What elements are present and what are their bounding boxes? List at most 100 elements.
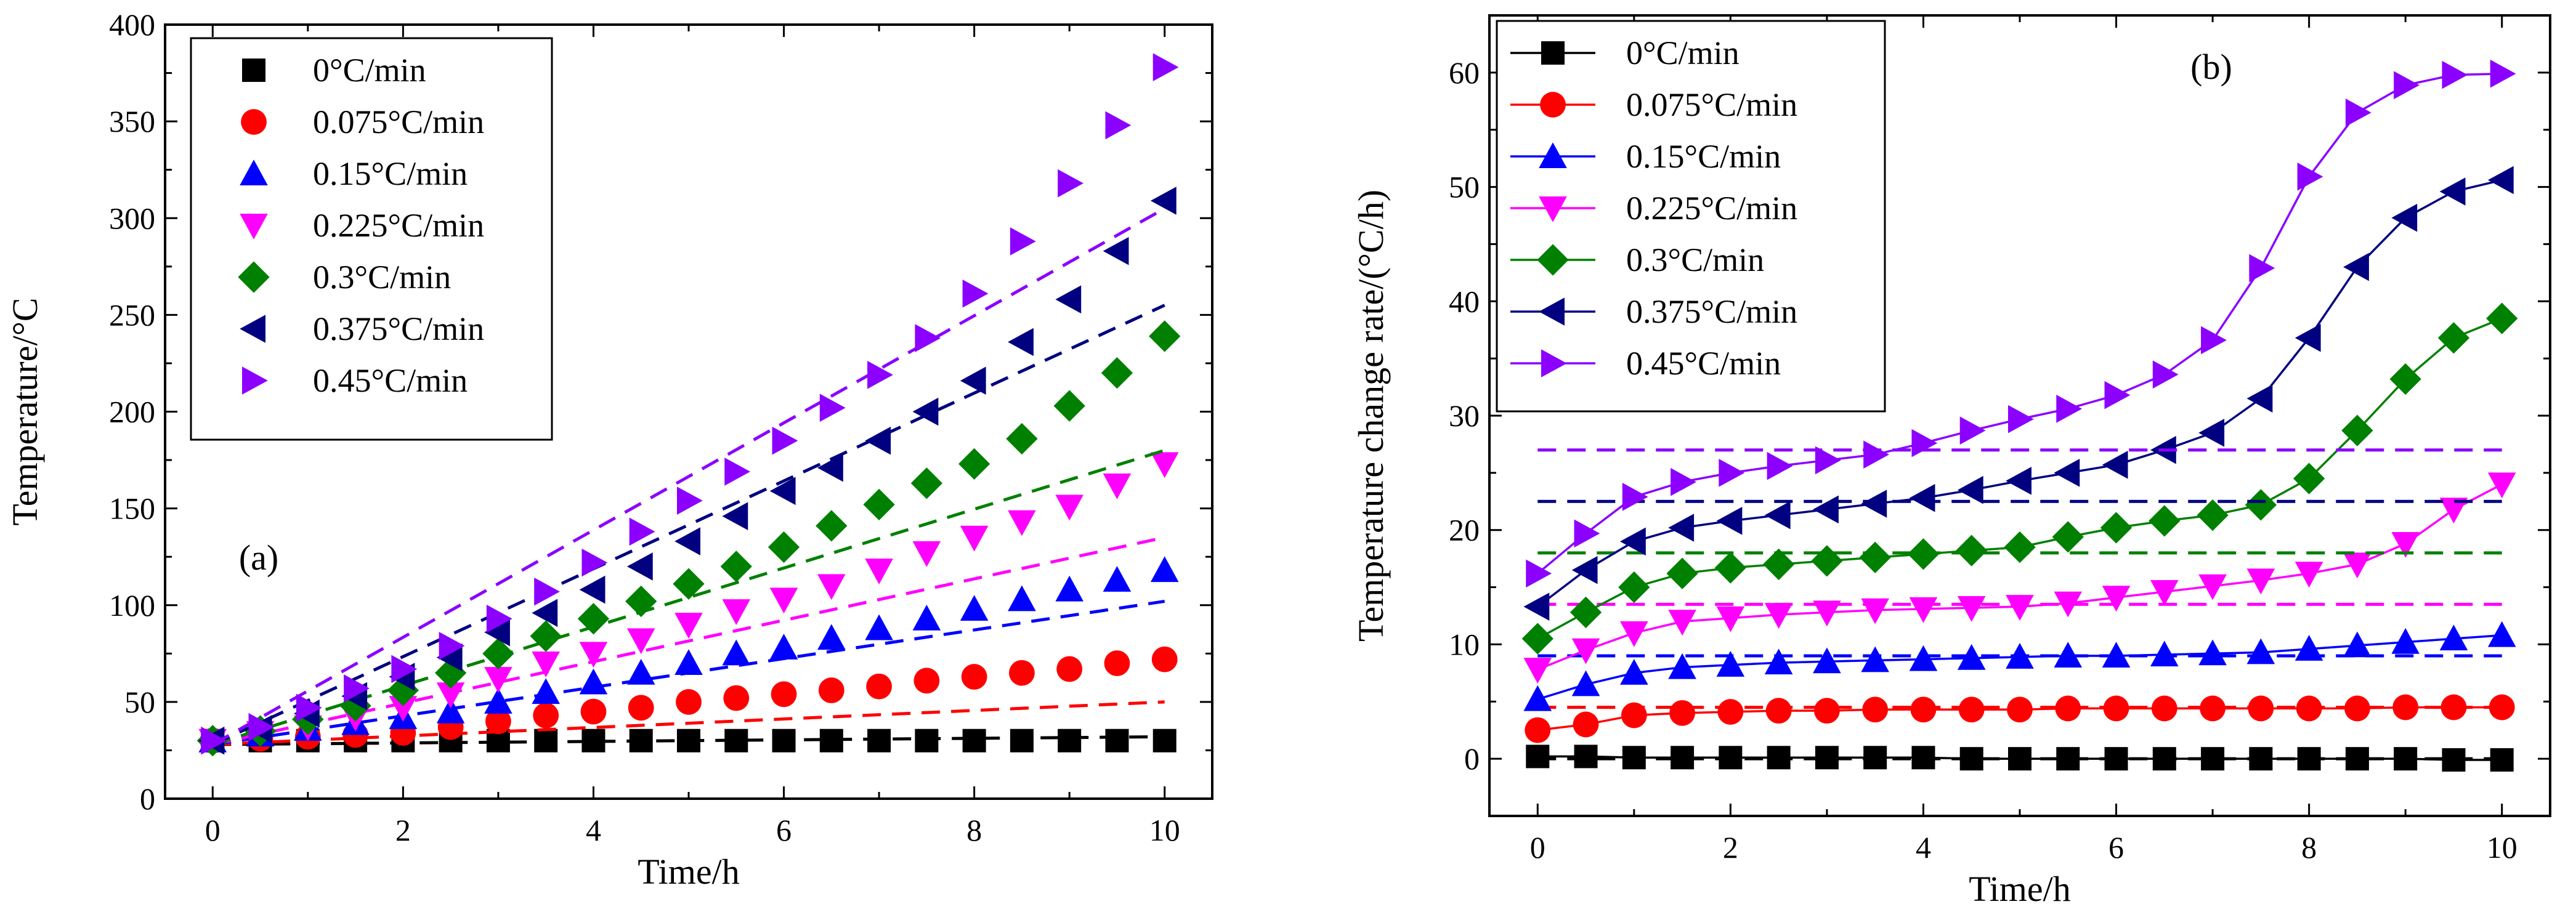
data-point [436,697,465,724]
data-point [2391,203,2418,232]
data-point [1105,728,1129,753]
legend-entry-label: 0.3°C/min [1626,241,1764,278]
data-point [2440,694,2467,720]
data-point [1813,495,1839,524]
data-point [1813,647,1841,674]
data-point [865,614,893,640]
y-tick-label: 300 [109,201,155,235]
data-point [1571,638,1600,664]
data-point [960,525,989,552]
data-point [339,690,371,722]
data-point [434,657,467,689]
legend-swatch-marker [242,366,268,395]
data-point [436,682,465,709]
data-point [1569,596,1602,629]
data-point [2104,381,2131,410]
legend: 0°C/min 0.075°C/min 0.15°C/min 0.225°C/min 0… [1496,20,1886,413]
data-point [534,728,558,753]
data-point [2197,499,2229,531]
data-point [817,453,843,482]
data-point [485,708,511,735]
data-point [2343,252,2369,281]
data-point [2392,694,2419,720]
data-point [915,728,939,753]
x-axis-label: Time/h [1969,869,2070,909]
data-point [1719,459,1745,487]
data-point [867,728,891,753]
y-tick-label: 250 [109,297,155,332]
data-point [863,488,895,520]
data-point [1668,514,1695,542]
data-point [1104,650,1130,676]
data-point [2487,166,2514,195]
data-point [2341,414,2373,446]
data-point [484,618,510,647]
legend-swatch-marker [1539,142,1567,168]
data-point [769,587,798,614]
data-point [2103,695,2129,722]
data-point [389,696,418,722]
legend-swatch-marker [240,214,268,240]
data-point [581,728,606,753]
data-point [1910,696,1937,723]
data-point [2486,302,2518,334]
data-point [1621,702,1647,728]
data-point [769,634,798,660]
legend-swatch-marker [240,315,265,343]
legend-swatch-marker [1539,196,1567,222]
data-point [819,728,843,753]
data-point [1523,592,1550,621]
x-tick-label: 2 [395,813,411,847]
data-point [722,599,751,625]
data-point [1055,575,1083,602]
data-point [1152,53,1179,81]
data-point [2487,621,2516,647]
legend: 0°C/min 0.075°C/min 0.15°C/min 0.225°C/min 0… [190,37,553,441]
data-point [866,673,892,700]
data-point [1574,745,1598,769]
data-point [1009,660,1035,686]
y-tick-label: 100 [109,588,155,623]
legend-entry-label: 0.075°C/min [1626,86,1797,123]
x-tick-label: 10 [1149,813,1180,847]
legend-entry-label: 0.225°C/min [313,207,484,244]
data-point [2296,695,2322,722]
data-point [771,681,797,708]
data-point [2104,747,2128,771]
data-point [2439,624,2468,651]
x-tick-label: 10 [2487,830,2517,865]
data-point [1150,452,1179,478]
data-point [1523,658,1552,684]
data-point [579,575,606,604]
fit-line [212,207,1165,746]
data-point [1571,670,1600,696]
data-point [1521,623,1553,655]
data-point [2054,642,2083,668]
data-point [1525,717,1551,743]
data-point [2489,694,2515,720]
data-point [1150,187,1177,215]
data-point [1151,646,1178,672]
series-6 [1526,59,2516,588]
data-point [1669,700,1695,726]
data-point [1765,698,1792,724]
data-point [2490,59,2516,88]
series-6 [201,53,1179,755]
y-tick-label: 40 [1449,284,1480,318]
y-tick-label: 0 [1464,741,1480,776]
data-point [962,280,989,308]
data-point [1101,357,1133,389]
data-point [1959,747,1983,771]
data-point [1815,746,1839,770]
series-4 [1521,302,2518,655]
data-point [1767,451,1793,480]
data-point [1764,603,1793,629]
fit-line [213,700,1165,746]
x-tick-label: 6 [776,813,792,847]
y-tick-label: 10 [1449,627,1480,661]
data-point [2200,695,2226,722]
data-point [674,613,703,639]
data-point [867,360,893,389]
y-tick-label: 150 [109,491,155,526]
legend-entry-label: 0.45°C/min [1626,345,1781,382]
